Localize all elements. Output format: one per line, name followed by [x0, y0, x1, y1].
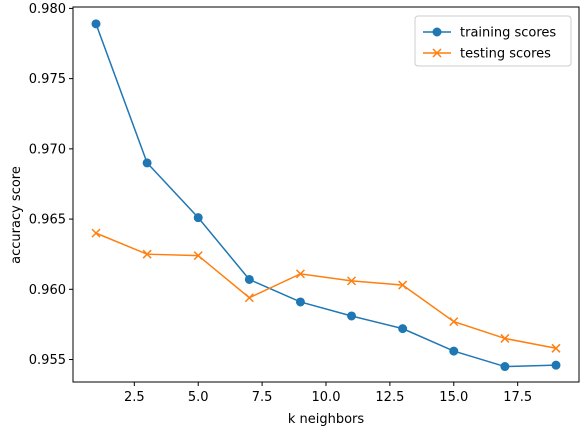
- y-axis-label: accuracy score: [9, 166, 24, 264]
- legend-label: testing scores: [460, 47, 551, 62]
- x-tick-label: 10.0: [312, 390, 341, 405]
- data-point: [142, 158, 152, 168]
- data-point: [91, 228, 101, 238]
- data-point: [500, 333, 510, 343]
- x-tick-label: 15.0: [439, 390, 468, 405]
- legend-marker: [432, 27, 442, 37]
- data-point: [398, 324, 408, 334]
- data-point: [347, 276, 357, 286]
- legend-item: training scores: [423, 26, 556, 41]
- legend-box: [414, 15, 572, 67]
- data-point: [142, 249, 152, 259]
- series-line: [95, 232, 557, 350]
- plot-area: [91, 19, 561, 372]
- data-point: [347, 311, 357, 321]
- plot-frame: [72, 6, 580, 383]
- y-tick-label: 0.955: [29, 353, 66, 368]
- data-point: [244, 293, 254, 303]
- data-point: [295, 269, 305, 279]
- x-tick-label: 5.0: [188, 390, 209, 405]
- y-tick-label: 0.960: [29, 283, 66, 298]
- x-tick-label: 2.5: [124, 390, 145, 405]
- y-tick-label: 0.975: [29, 72, 66, 87]
- data-point: [91, 19, 101, 29]
- data-point: [295, 297, 305, 307]
- data-point: [449, 346, 459, 356]
- data-point: [551, 343, 561, 353]
- legend-label: training scores: [460, 26, 556, 41]
- x-tick-label: 12.5: [375, 390, 404, 405]
- x-tick-label: 17.5: [503, 390, 532, 405]
- legend-marker: [432, 48, 442, 58]
- data-point: [193, 213, 203, 223]
- legend: training scores testing scores: [414, 15, 572, 67]
- data-point: [244, 274, 254, 284]
- data-point: [449, 317, 459, 327]
- x-tick-label: 7.5: [252, 390, 273, 405]
- legend-item: testing scores: [423, 47, 551, 62]
- x-axis-label: k neighbors: [288, 412, 365, 427]
- data-point: [500, 362, 510, 372]
- x-axis: 2.5 5.0 7.5 10.0 12.5 15.0 17.5: [124, 382, 532, 405]
- y-tick-label: 0.965: [29, 213, 66, 228]
- y-tick-label: 0.980: [29, 2, 66, 17]
- data-point: [398, 280, 408, 290]
- y-tick-label: 0.970: [29, 142, 66, 157]
- data-point: [193, 251, 203, 261]
- series-line: [95, 23, 557, 368]
- series-testing-scores: [91, 228, 561, 353]
- y-axis: 0.955 0.960 0.965 0.970 0.975 0.980: [29, 2, 73, 368]
- series-training-scores: [91, 19, 561, 372]
- data-point: [551, 360, 561, 370]
